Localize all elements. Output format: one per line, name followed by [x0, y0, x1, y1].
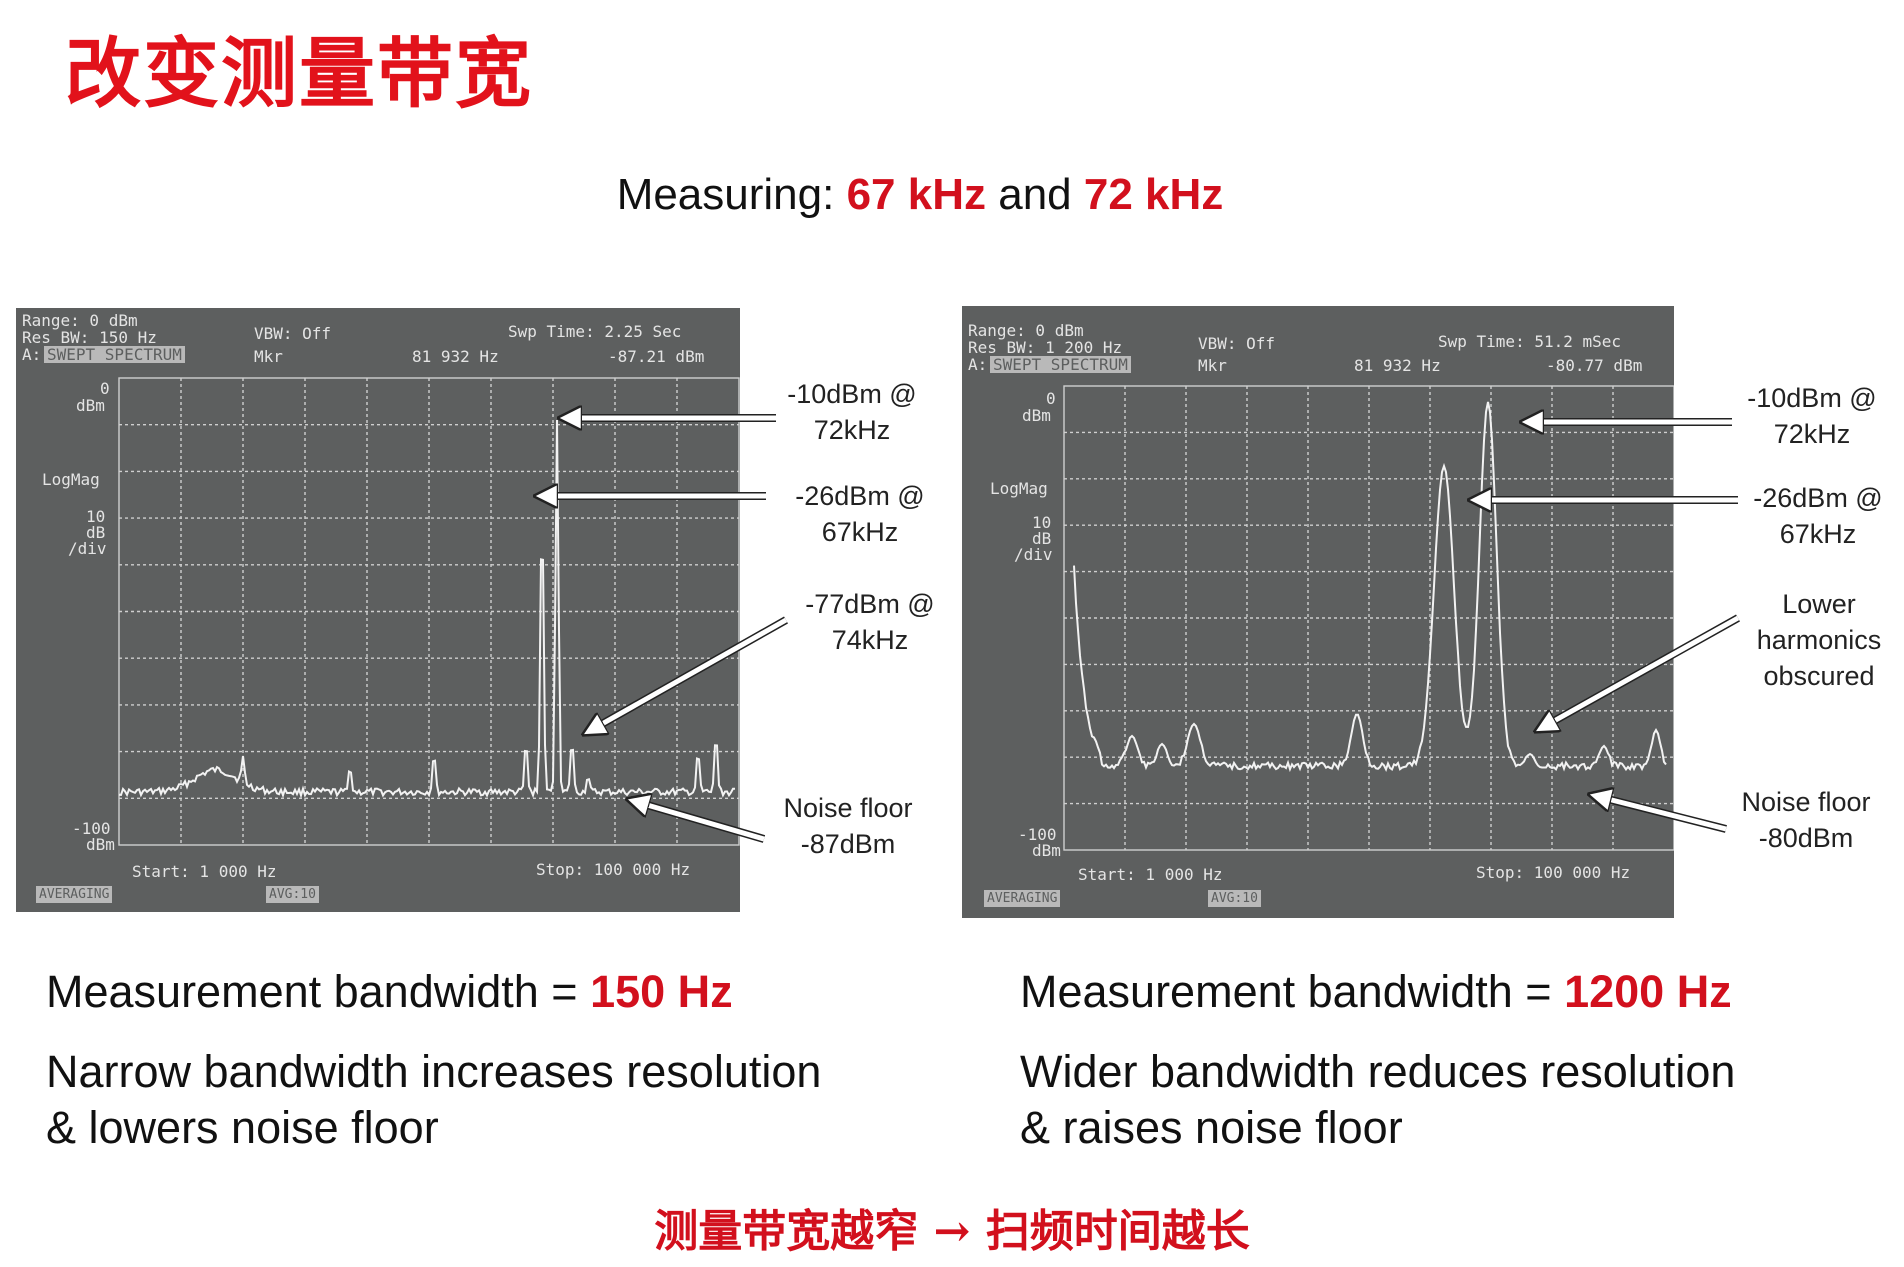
marker-frequency: 81 932 Hz [1354, 356, 1441, 375]
marker-frequency: 81 932 Hz [412, 347, 499, 366]
annotation-line: 74kHz [831, 625, 909, 655]
annotation-line: -10dBm @ [787, 379, 917, 409]
trace-label: A: [968, 355, 988, 374]
stop-frequency: Stop: 100 000 Hz [536, 860, 691, 879]
averaging-badge: AVERAGING [36, 886, 113, 903]
annotation-line: -80dBm [1758, 823, 1854, 853]
resolution-note-wide: Wider bandwidth reduces resolution & rais… [1020, 1044, 1735, 1156]
annotation-line: 67kHz [821, 517, 899, 547]
note-line: Wider bandwidth reduces resolution [1020, 1046, 1736, 1097]
start-frequency: Start: 1 000 Hz [1078, 865, 1223, 884]
marker-level: -80.77 dBm [1546, 356, 1643, 375]
measuring-mid: and [986, 170, 1084, 219]
res-bw-readout: Res BW: 1 200 Hz [968, 338, 1123, 357]
stop-frequency: Stop: 100 000 Hz [1476, 863, 1631, 882]
bottom-unit: dBm [86, 835, 115, 854]
spectrum-screen-wide: Range: 0 dBm Res BW: 1 200 Hz A: SWEPT S… [962, 306, 1674, 918]
trace-mode-badge: SWEPT SPECTRUM [990, 356, 1131, 373]
trace-label: A: [22, 345, 42, 364]
scale-value: 10 [86, 507, 106, 526]
vbw-readout: VBW: Off [1198, 334, 1276, 353]
bandwidth-value: 150 Hz [590, 966, 733, 1017]
marker-label: Mkr [254, 347, 283, 366]
scale-per-div: /div [68, 539, 107, 558]
note-line: Narrow bandwidth increases resolution [46, 1046, 822, 1097]
ref-unit: dBm [76, 396, 105, 415]
ref-level: 0 [100, 379, 110, 398]
bottom-level: -100 [1018, 825, 1057, 844]
annotation-74khz-narrow: -77dBm @ 74kHz [780, 586, 960, 658]
spectrum-trace-wide [1073, 401, 1667, 773]
annotation-harmonics-wide: Lower harmonics obscured [1734, 586, 1904, 694]
note-line: & lowers noise floor [46, 1102, 439, 1153]
res-bw-readout: Res BW: 150 Hz [22, 328, 157, 347]
range-readout: Range: 0 dBm [22, 311, 138, 330]
annotation-line: -26dBm @ [1753, 483, 1883, 513]
sweep-time-readout: Swp Time: 51.2 mSec [1438, 332, 1622, 351]
annotation-72khz-narrow: -10dBm @ 72kHz [762, 376, 942, 448]
annotation-line: 72kHz [813, 415, 891, 445]
bandwidth-value: 1200 Hz [1564, 966, 1732, 1017]
slide-title: 改变测量带宽 [65, 29, 533, 118]
annotation-line: -10dBm @ [1747, 383, 1877, 413]
annotation-line: Noise floor [1741, 787, 1871, 817]
logmag-label: LogMag [990, 479, 1048, 498]
measuring-freq-2: 72 kHz [1083, 170, 1224, 219]
avg-count-badge: AVG:10 [266, 886, 319, 903]
logmag-label: LogMag [42, 470, 100, 489]
annotation-line: Lower [1782, 589, 1856, 619]
annotation-72khz-wide: -10dBm @ 72kHz [1722, 380, 1902, 452]
spectrum-plot-narrow [118, 377, 740, 846]
grid-vertical-lines [180, 378, 678, 845]
ref-unit: dBm [1022, 406, 1051, 425]
spectrum-trace-narrow [118, 419, 735, 799]
annotation-line: -77dBm @ [805, 589, 935, 619]
grid-narrow [118, 377, 740, 846]
resolution-note-narrow: Narrow bandwidth increases resolution & l… [46, 1044, 821, 1156]
annotation-line: obscured [1763, 661, 1875, 691]
scale-per-div: /div [1014, 545, 1053, 564]
range-readout: Range: 0 dBm [968, 321, 1084, 340]
scale-unit: dB [1032, 529, 1052, 548]
annotation-line: -26dBm @ [795, 481, 925, 511]
bottom-level: -100 [72, 819, 111, 838]
bandwidth-caption-narrow: Measurement bandwidth = 150 Hz [46, 964, 733, 1020]
marker-level: -87.21 dBm [608, 347, 705, 366]
start-frequency: Start: 1 000 Hz [132, 862, 277, 881]
bottom-conclusion: 测量带宽越窄 → 扫频时间越长 [654, 1206, 1250, 1257]
ref-level: 0 [1046, 389, 1056, 408]
scale-value: 10 [1032, 513, 1052, 532]
scale-unit: dB [86, 523, 106, 542]
avg-count-badge: AVG:10 [1208, 890, 1261, 907]
spectrum-plot-wide [1063, 385, 1674, 851]
note-line: & raises noise floor [1020, 1102, 1403, 1153]
bandwidth-label: Measurement bandwidth = [1020, 966, 1565, 1017]
grid-wide [1063, 385, 1674, 851]
trace-mode-badge: SWEPT SPECTRUM [44, 346, 185, 363]
annotation-line: 67kHz [1779, 519, 1857, 549]
measuring-freq-1: 67 kHz [846, 170, 986, 219]
annotation-noise-wide: Noise floor -80dBm [1716, 784, 1896, 856]
annotation-line: -87dBm [800, 829, 896, 859]
bandwidth-caption-wide: Measurement bandwidth = 1200 Hz [1020, 964, 1732, 1020]
averaging-badge: AVERAGING [984, 890, 1061, 907]
measuring-line: Measuring: 67 kHz and 72 kHz [0, 170, 1840, 220]
annotation-67khz-narrow: -26dBm @ 67kHz [770, 478, 950, 550]
measuring-prefix: Measuring: [616, 170, 847, 219]
bandwidth-label: Measurement bandwidth = [46, 966, 591, 1017]
marker-label: Mkr [1198, 356, 1227, 375]
vbw-readout: VBW: Off [254, 324, 332, 343]
annotation-noise-narrow: Noise floor -87dBm [758, 790, 938, 862]
annotation-67khz-wide: -26dBm @ 67kHz [1728, 480, 1904, 552]
annotation-line: 72kHz [1773, 419, 1851, 449]
annotation-line: harmonics [1756, 625, 1882, 655]
spectrum-screen-narrow: Range: 0 dBm Res BW: 150 Hz A: SWEPT SPE… [16, 308, 740, 912]
sweep-time-readout: Swp Time: 2.25 Sec [508, 322, 682, 341]
annotation-line: Noise floor [783, 793, 913, 823]
bottom-unit: dBm [1032, 841, 1061, 860]
